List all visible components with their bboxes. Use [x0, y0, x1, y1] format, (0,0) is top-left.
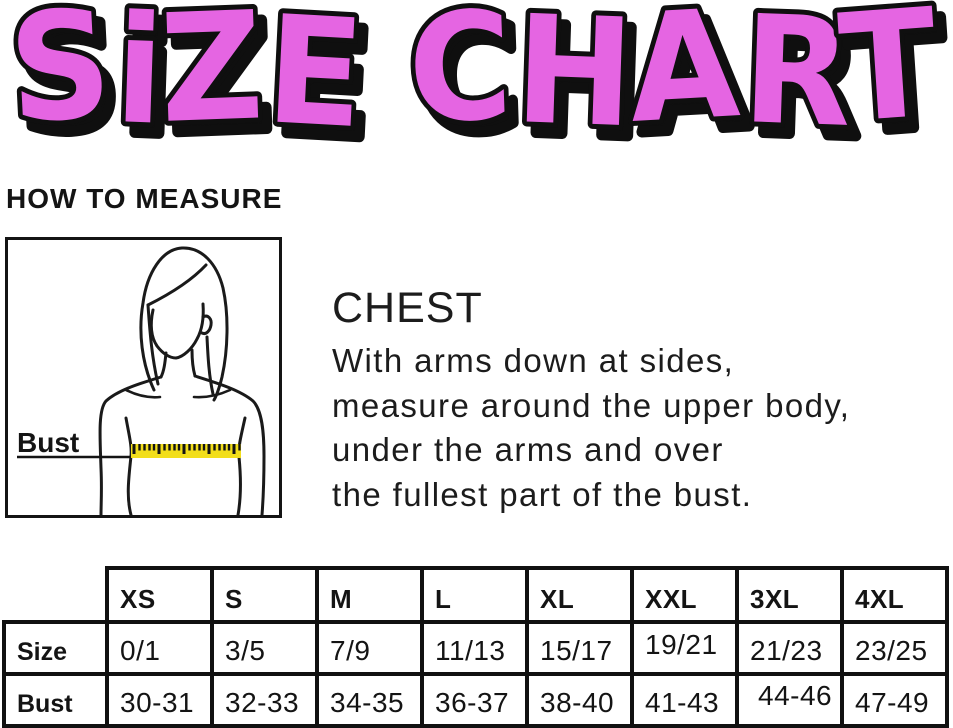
column-header-3xl: 3XL	[735, 566, 844, 624]
ear	[200, 314, 213, 335]
neck-left	[159, 351, 168, 379]
chest-heading: CHEST	[332, 284, 483, 332]
chest-instructions: CHEST With arms down at sides, measure a…	[332, 285, 850, 517]
title-shadow-text: SiZE CHART	[14, 0, 951, 152]
measuring-tape-ticks	[131, 444, 241, 458]
table-cell: 0/1	[105, 620, 214, 676]
face-outline	[149, 302, 205, 360]
torso-side-left	[124, 416, 133, 515]
table-row-size: Size 0/1 3/5 7/9 11/13 15/17 19/21 21/23…	[2, 620, 949, 676]
column-header-xs: XS	[105, 566, 214, 624]
table-cell: 7/9	[315, 620, 424, 676]
hair-fringe	[146, 263, 208, 307]
how-to-measure-heading: HOW TO MEASURE	[6, 183, 283, 214]
table-cell: 34-35	[315, 672, 424, 728]
title-text: SiZE CHART	[5, 0, 942, 152]
chest-instruction-line: the fullest part of the bust.	[332, 475, 753, 513]
table-cell: 19/21	[630, 620, 739, 676]
row-label-size: Size	[2, 620, 109, 676]
column-header-4xl: 4XL	[840, 566, 949, 624]
hair-outline	[139, 246, 229, 402]
column-header-s: S	[210, 566, 319, 624]
table-cell: 41-43	[630, 672, 739, 728]
column-header-m: M	[315, 566, 424, 624]
neck-right	[190, 348, 197, 378]
table-cell: 3/5	[210, 620, 319, 676]
table-cell: 21/23	[735, 620, 844, 676]
table-cell: 44-46	[735, 672, 844, 728]
column-header-xxl: XXL	[630, 566, 739, 624]
row-label-bust: Bust	[2, 672, 109, 728]
table-row-bust: Bust 30-31 32-33 34-35 36-37 38-40 41-43…	[2, 672, 949, 728]
size-chart-title: SiZE CHART SiZE CHART	[0, 0, 953, 152]
woman-torso-illustration: Bust	[17, 246, 266, 515]
chest-instruction-line: measure around the upper body,	[332, 386, 851, 424]
table-cell: 38-40	[525, 672, 634, 728]
table-cell: 23/25	[840, 620, 949, 676]
chest-instruction-line: under the arms and over	[332, 431, 724, 468]
size-table: XS S M L XL XXL 3XL 4XL Size 0/1 3/5 7/9…	[2, 566, 949, 728]
table-cell: 11/13	[420, 620, 529, 676]
table-cell: 47-49	[840, 672, 949, 728]
column-header-xl: XL	[525, 566, 634, 624]
table-cell: 15/17	[525, 620, 634, 676]
table-header-row: XS S M L XL XXL 3XL 4XL	[4, 566, 949, 624]
column-header-l: L	[420, 566, 529, 624]
bust-label: Bust	[17, 427, 79, 458]
measurement-figure-box: Bust	[5, 237, 282, 518]
collarbone-left	[124, 388, 162, 399]
table-cell: 36-37	[420, 672, 529, 728]
collarbone-right	[192, 388, 232, 399]
torso-side-right	[236, 416, 247, 515]
table-corner-cell	[4, 568, 107, 622]
shoulder-arm-right	[193, 374, 266, 515]
table-cell: 30-31	[105, 672, 214, 728]
hair-inner-right	[205, 335, 215, 396]
table-cell: 32-33	[210, 672, 319, 728]
shoulder-arm-left	[98, 375, 163, 515]
chest-instruction-line: With arms down at sides,	[332, 342, 735, 379]
